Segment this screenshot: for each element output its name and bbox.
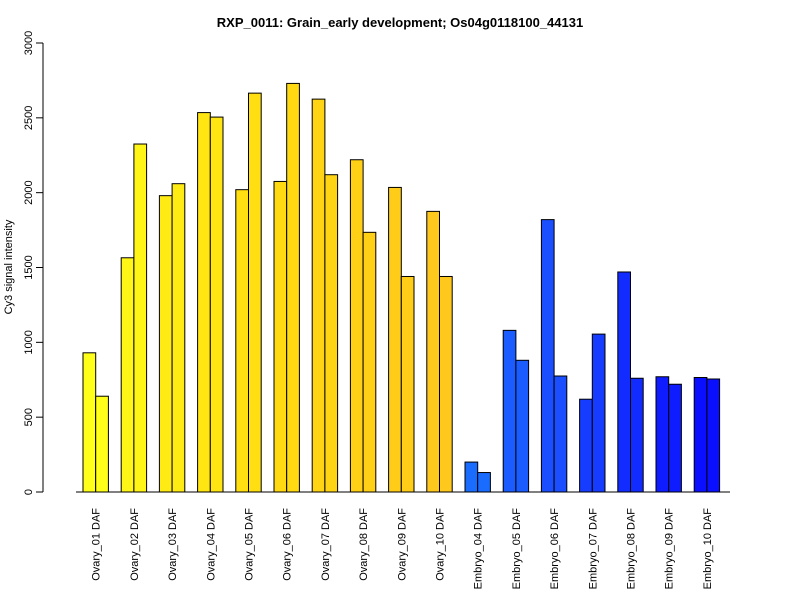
- y-tick-label: 1500: [23, 255, 35, 279]
- bar: [248, 92, 262, 493]
- x-tick-labels: Ovary_01 DAF Ovary_02 DAF Ovary_03 DAF Ovar…: [91, 508, 714, 590]
- y-tick-label: 1000: [23, 330, 35, 354]
- x-tick-label: Ovary_09 DAF: [396, 508, 408, 581]
- bar: [655, 376, 670, 493]
- x-tick-label: Embryo_09 DAF: [664, 508, 676, 590]
- x-tick-label: Ovary_07 DAF: [320, 508, 332, 581]
- bar: [273, 180, 288, 493]
- bar: [120, 257, 135, 493]
- bar: [158, 195, 173, 493]
- y-tick-label: 2500: [23, 106, 35, 130]
- bar: [133, 143, 148, 493]
- bar: [349, 159, 364, 493]
- chart-title: RXP_0011: Grain_early development; Os04g…: [217, 15, 583, 30]
- x-tick-label: Ovary_01 DAF: [91, 508, 103, 581]
- x-tick-label: Embryo_05 DAF: [511, 508, 523, 590]
- bar: [286, 82, 300, 493]
- bar: [235, 189, 250, 493]
- x-tick-label: Ovary_06 DAF: [282, 508, 294, 581]
- bar: [617, 271, 631, 493]
- y-tick-label: 500: [23, 408, 35, 426]
- bar: [311, 98, 326, 493]
- x-tick-label: Embryo_04 DAF: [473, 508, 485, 590]
- bar: [515, 359, 530, 493]
- bar: [400, 275, 415, 493]
- bar: [426, 210, 440, 493]
- x-tick-label: Ovary_08 DAF: [358, 508, 370, 581]
- bar: [630, 377, 644, 493]
- bar: [706, 378, 721, 493]
- y-tick-label: 0: [23, 489, 35, 495]
- bars: [82, 82, 721, 493]
- x-tick-label: Ovary_02 DAF: [129, 508, 141, 581]
- x-tick-label: Embryo_07 DAF: [587, 508, 599, 590]
- bar: [388, 186, 402, 493]
- bar: [502, 329, 517, 493]
- bar: [439, 275, 453, 493]
- bar: [82, 352, 97, 493]
- x-tick-label: Ovary_10 DAF: [435, 508, 447, 581]
- x-tick-label: Embryo_10 DAF: [702, 508, 714, 590]
- x-tick-label: Ovary_04 DAF: [205, 508, 217, 581]
- y-axis-label: Cy3 signal intensity: [3, 219, 15, 314]
- bar: [540, 219, 555, 493]
- x-tick-label: Ovary_03 DAF: [167, 508, 179, 581]
- bar: [553, 375, 568, 493]
- bar: [668, 383, 682, 493]
- y-ticks: 0 500 1000 1500 2000 2500 3000: [23, 31, 43, 495]
- y-tick-label: 2000: [23, 180, 35, 204]
- bar: [464, 461, 479, 493]
- bar: [579, 398, 593, 493]
- bar: [324, 174, 339, 493]
- bar: [209, 116, 224, 493]
- y-tick-label: 3000: [23, 31, 35, 55]
- bar: [197, 112, 211, 493]
- bar: [591, 333, 606, 493]
- bar: [171, 183, 186, 493]
- bar: [95, 395, 109, 493]
- bar: [362, 231, 377, 493]
- x-tick-label: Embryo_08 DAF: [626, 508, 638, 590]
- x-tick-label: Ovary_05 DAF: [244, 508, 256, 581]
- x-tick-label: Embryo_06 DAF: [549, 508, 561, 590]
- bar: [693, 377, 708, 493]
- bar: [477, 472, 491, 493]
